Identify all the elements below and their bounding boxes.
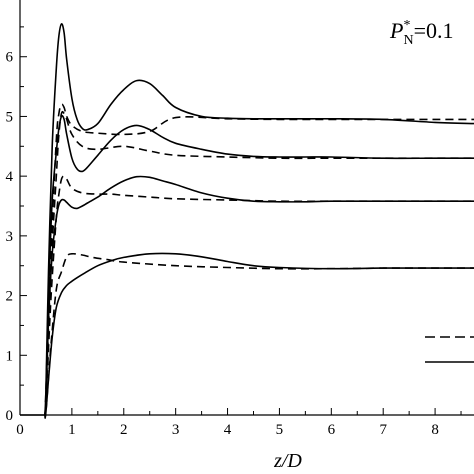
x-tick-label: 6	[328, 422, 336, 438]
series-line-4-dashed	[44, 175, 474, 417]
x-tick-label: 5	[276, 422, 284, 438]
x-tick-label: 3	[172, 422, 180, 438]
y-tick-label: 5	[6, 109, 14, 125]
series-line-2-dashed	[44, 252, 474, 419]
pressure-annotation: P* N=0.1	[389, 18, 454, 48]
x-tick-label: 0	[16, 422, 24, 438]
y-tick-label: 1	[6, 348, 14, 364]
series-line-8-dashed	[44, 103, 474, 416]
x-tick-label: 7	[379, 422, 387, 438]
series-line-6-dashed	[44, 110, 474, 416]
legend-layer	[425, 336, 474, 363]
x-tick-label: 8	[431, 422, 439, 438]
series-layer	[20, 23, 474, 419]
x-tick-label: 1	[68, 422, 76, 438]
y-tick-label: 2	[6, 289, 14, 305]
series-line-5-solid	[44, 115, 474, 416]
y-tick-label: 4	[6, 169, 14, 185]
x-tick-label: 4	[224, 422, 232, 438]
x-axis-label: z/D	[273, 450, 302, 472]
axes-layer: 0 1 2 3 4 5 6 7 8 0 1 2 3 4 5 6	[6, 0, 474, 438]
y-tick-label: 3	[6, 229, 14, 245]
y-tick-label: 0	[6, 408, 14, 424]
x-tick-label: 2	[120, 422, 128, 438]
y-tick-label: 6	[6, 50, 14, 66]
